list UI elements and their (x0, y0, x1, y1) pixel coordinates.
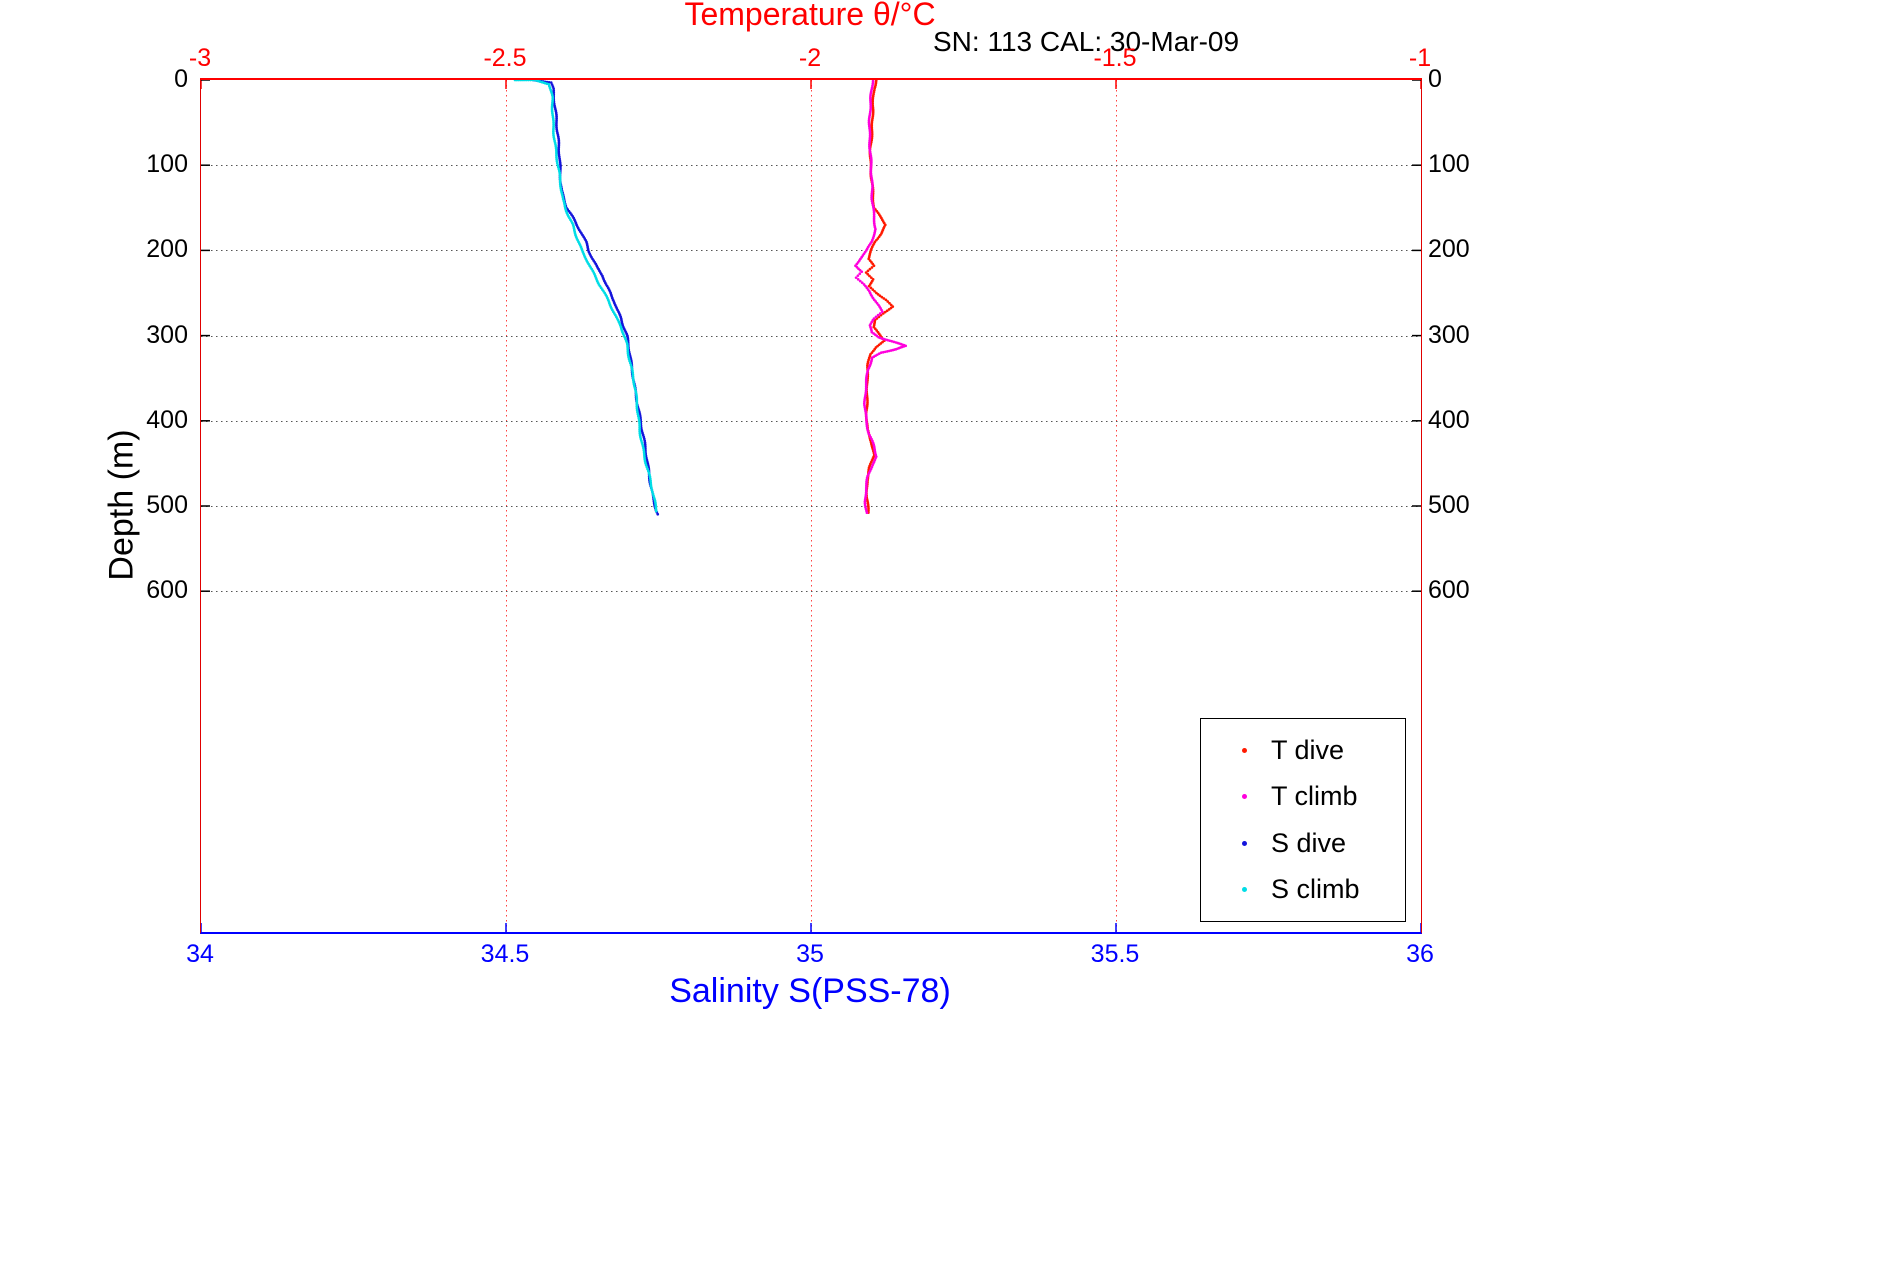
right-axis-tick-label: 400 (1428, 405, 1470, 434)
right-axis-tick-label: 200 (1428, 235, 1470, 264)
s-climb-marker-icon (1231, 887, 1257, 893)
right-axis-tick-label: 300 (1428, 320, 1470, 349)
bottom-axis-tick-label: 35.5 (1090, 940, 1140, 968)
bottom-axis-label: Salinity S(PSS-78) (669, 972, 951, 1010)
legend-label-t-climb: T climb (1271, 781, 1358, 812)
legend-label-s-dive: S dive (1271, 827, 1347, 858)
right-axis-tick-label: 100 (1428, 150, 1470, 179)
top-axis-tick-label: -2 (798, 44, 822, 72)
left-axis-tick-label: 200 (146, 235, 188, 264)
top-axis-tick-label: -1.5 (1093, 44, 1137, 72)
chart-title: Temperature θ/°C (684, 0, 936, 32)
s-dive-marker-icon (1231, 840, 1257, 846)
left-axis-tick-label: 0 (174, 65, 188, 93)
top-axis-tick-label: -2.5 (483, 44, 527, 72)
left-axis-tick-label: 600 (146, 576, 188, 605)
legend-label-t-dive: T dive (1271, 734, 1345, 765)
left-axis-tick-label: 100 (146, 150, 188, 179)
right-axis-tick-label: 600 (1428, 576, 1470, 605)
legend: T dive T climb S dive S climb (1200, 718, 1406, 922)
right-axis-tick-label: 0 (1428, 65, 1442, 93)
bottom-axis-tick-label: 36 (1406, 940, 1434, 968)
bottom-axis-tick-label: 34.5 (480, 940, 530, 968)
bottom-axis-tick-label: 34 (186, 940, 214, 968)
legend-item-t-dive: T dive (1201, 735, 1405, 766)
left-axis-tick-label: 400 (146, 405, 188, 434)
chart-subtitle: SN: 113 CAL: 30-Mar-09 (933, 26, 1240, 57)
legend-item-s-dive: S dive (1201, 828, 1405, 859)
right-axis-tick-label: 500 (1428, 491, 1470, 519)
legend-item-t-climb: T climb (1201, 781, 1405, 812)
top-axis-tick-label: -1 (1408, 44, 1432, 72)
t-climb-marker-icon (1231, 794, 1257, 800)
t-dive-marker-icon (1231, 747, 1257, 753)
left-axis-tick-label: 500 (146, 491, 188, 519)
bottom-axis-tick-label: 35 (796, 940, 824, 968)
left-axis-tick-label: 300 (146, 320, 188, 349)
legend-item-s-climb: S climb (1201, 874, 1405, 905)
top-axis-tick-label: -3 (188, 44, 212, 72)
legend-label-s-climb: S climb (1271, 874, 1360, 905)
